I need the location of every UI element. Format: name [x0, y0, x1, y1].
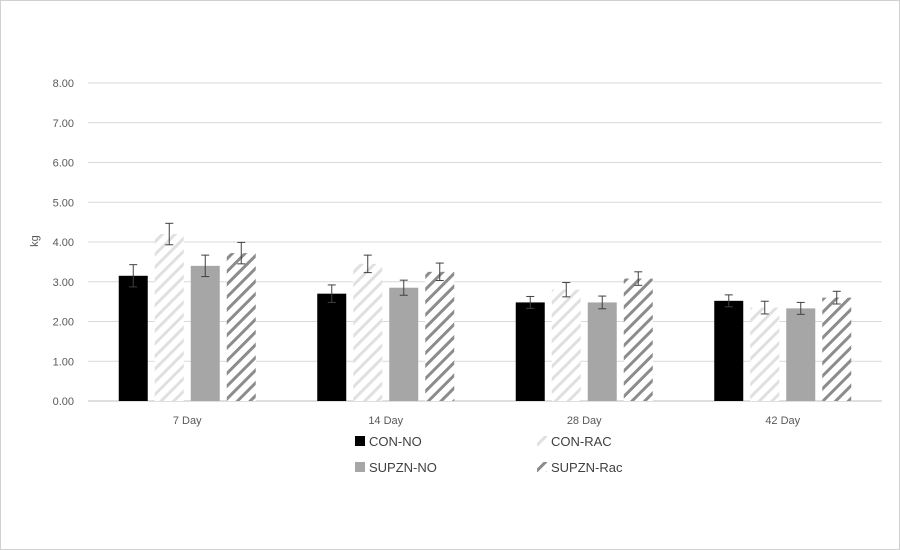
error-bar	[634, 271, 643, 286]
error-bars	[129, 222, 841, 315]
bar-con-rac-28-day	[551, 289, 581, 401]
error-bar	[201, 254, 210, 278]
x-tick-label: 42 Day	[765, 415, 800, 427]
bar-con-no-7-day	[118, 275, 148, 401]
error-bar	[399, 279, 408, 296]
y-axis-title: kg	[29, 235, 41, 247]
x-tick-label: 14 Day	[368, 415, 403, 427]
x-axis-ticks: 7 Day 14 Day 28 Day 42 Day	[173, 415, 801, 427]
error-bar	[724, 294, 733, 308]
legend-item-con-rac: CON-RAC	[537, 434, 612, 449]
error-bar	[562, 282, 571, 298]
error-bar	[363, 254, 372, 274]
bar-con-rac-14-day	[353, 263, 383, 401]
x-tick-label: 28 Day	[567, 415, 602, 427]
y-tick-label: 3.00	[53, 277, 74, 289]
bars	[118, 234, 852, 401]
y-tick-label: 6.00	[53, 158, 74, 170]
error-bar	[796, 301, 805, 315]
x-tick-label: 7 Day	[173, 415, 202, 427]
legend-swatch	[537, 462, 547, 472]
gridlines	[88, 82, 882, 402]
legend-item-supzn-no: SUPZN-NO	[355, 460, 437, 475]
bar-supzn-rac-14-day	[425, 271, 455, 401]
y-tick-label: 5.00	[53, 197, 74, 209]
legend-label: CON-RAC	[551, 434, 612, 449]
bar-con-no-42-day	[714, 300, 744, 401]
legend: CON-NO CON-RAC SUPZN-NO SUPZN-Rac	[355, 434, 623, 475]
legend-swatch	[355, 462, 365, 472]
error-bar	[327, 284, 336, 303]
y-tick-label: 4.00	[53, 237, 74, 249]
legend-label: SUPZN-NO	[369, 460, 437, 475]
bar-supzn-no-7-day	[190, 265, 220, 401]
error-bar	[760, 300, 769, 315]
bar-con-rac-7-day	[154, 234, 184, 401]
error-bar	[832, 290, 841, 305]
y-axis-ticks: 0.00 1.00 2.00 3.00 4.00 5.00 6.00 7.00 8.00	[53, 78, 74, 408]
bar-con-rac-42-day	[750, 307, 780, 401]
error-bar	[165, 222, 174, 246]
bar-supzn-no-42-day	[786, 308, 816, 401]
error-bar	[526, 295, 535, 309]
y-tick-label: 1.00	[53, 356, 74, 368]
legend-swatch	[355, 436, 365, 446]
y-tick-label: 0.00	[53, 396, 74, 408]
legend-swatch	[537, 436, 547, 446]
bar-supzn-no-14-day	[389, 287, 419, 401]
error-bar	[435, 262, 444, 282]
error-bar	[598, 295, 607, 310]
y-tick-label: 2.00	[53, 317, 74, 329]
bar-supzn-rac-42-day	[822, 297, 852, 401]
legend-item-con-no: CON-NO	[355, 434, 422, 449]
bar-supzn-rac-7-day	[226, 253, 256, 401]
bar-con-no-14-day	[317, 293, 347, 401]
error-bar	[237, 241, 246, 265]
bar-supzn-rac-28-day	[623, 278, 653, 401]
legend-label: SUPZN-Rac	[551, 460, 623, 475]
error-bar	[129, 264, 138, 288]
legend-item-supzn-rac: SUPZN-Rac	[537, 460, 623, 475]
bar-supzn-no-28-day	[587, 302, 617, 401]
y-tick-label: 8.00	[53, 78, 74, 90]
bar-con-no-28-day	[515, 302, 545, 401]
legend-label: CON-NO	[369, 434, 422, 449]
y-tick-label: 7.00	[53, 118, 74, 130]
